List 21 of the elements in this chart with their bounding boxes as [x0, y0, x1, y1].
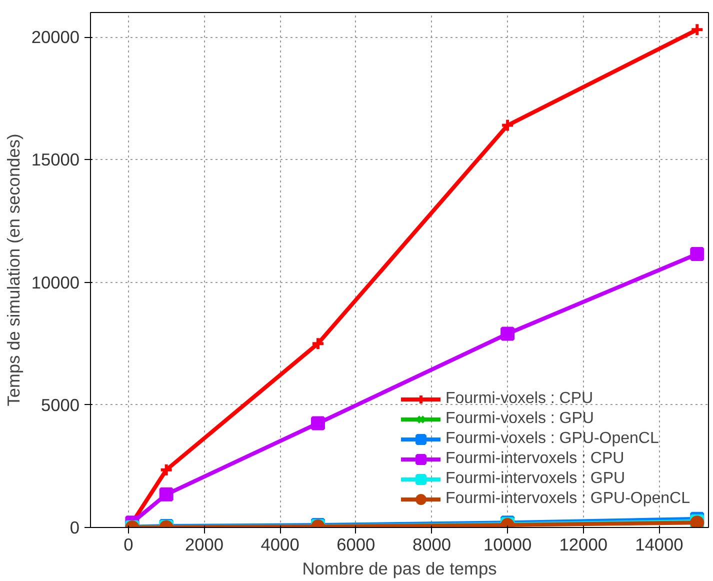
y-axis-title: Temps de simulation (en secondes): [3, 134, 24, 406]
legend-label: Fourmi-voxels : CPU: [445, 390, 594, 408]
legend-label: Fourmi-voxels : GPU-OpenCL: [445, 430, 659, 448]
x-tick-label: 10000: [483, 534, 532, 554]
legend-label: Fourmi-intervoxels : GPU: [445, 470, 626, 488]
y-tick-label: 10000: [31, 272, 80, 292]
y-tick-label: 5000: [40, 394, 80, 415]
x-tick-label: 8000: [412, 534, 452, 554]
x-axis-title: Nombre de pas de temps: [302, 558, 498, 578]
x-tick-label: 12000: [559, 534, 608, 554]
y-tick-label: 0: [70, 518, 80, 538]
x-tick-label: 4000: [260, 534, 300, 554]
x-tick-label: 14000: [635, 534, 684, 554]
y-tick-label: 20000: [31, 27, 80, 48]
legend-label: Fourmi-voxels : GPU: [445, 410, 594, 428]
legend-label: Fourmi-intervoxels : GPU-OpenCL: [445, 490, 690, 508]
x-tick-label: 0: [124, 534, 134, 554]
x-tick-label: 6000: [336, 534, 376, 554]
y-tick-label: 15000: [31, 150, 80, 170]
legend-label: Fourmi-intervoxels : CPU: [445, 450, 624, 468]
x-tick-label: 2000: [184, 534, 224, 554]
